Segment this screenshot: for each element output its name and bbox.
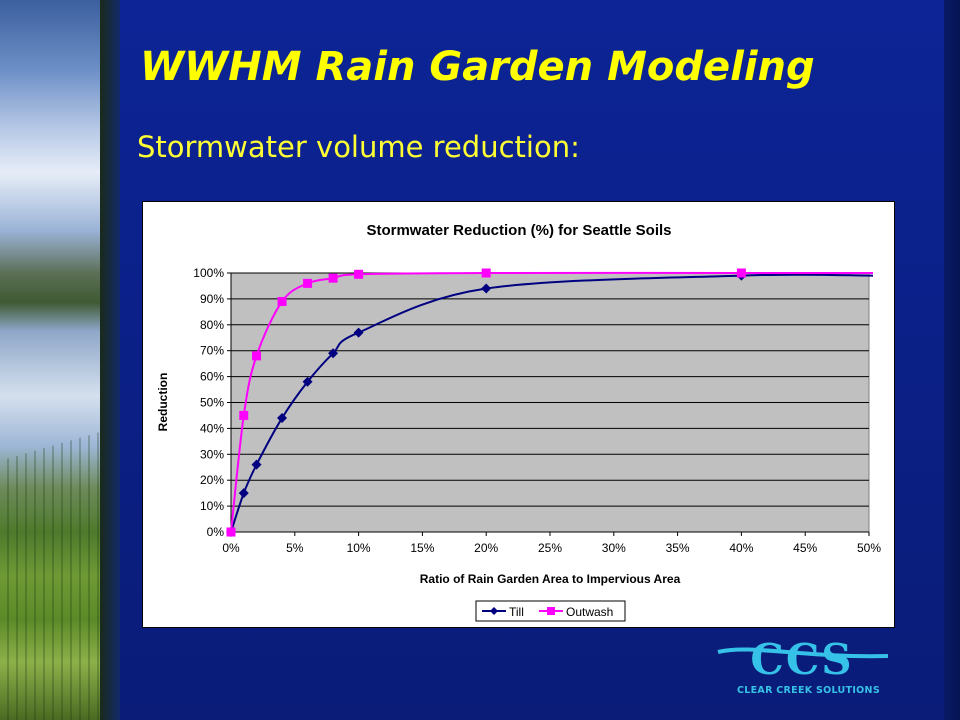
legend-outwash-label: Outwash xyxy=(566,605,613,619)
marker-outwash xyxy=(226,527,236,537)
marker-till xyxy=(251,459,262,470)
y-tick-label: 10% xyxy=(200,499,224,513)
marker-outwash xyxy=(736,268,746,278)
x-tick-label: 20% xyxy=(474,541,498,555)
x-tick-labels: 0% 5% 10% 15% 20% 25% 30% 35% 40% 45% 50% xyxy=(222,541,881,555)
x-tick-label: 45% xyxy=(793,541,817,555)
marker-outwash xyxy=(328,273,338,283)
logo-swoosh xyxy=(717,647,889,659)
y-tick-label: 50% xyxy=(200,396,224,410)
x-axis-label: Ratio of Rain Garden Area to Impervious … xyxy=(420,572,681,586)
x-tick-label: 15% xyxy=(410,541,434,555)
y-tick-label: 40% xyxy=(200,421,224,435)
series-line-till xyxy=(230,273,874,533)
y-tick-label: 90% xyxy=(200,292,224,306)
slide-subtitle: Stormwater volume reduction: xyxy=(137,130,580,164)
marker-outwash xyxy=(239,410,249,420)
chart-container: Stormwater Reduction (%) for Seattle Soi… xyxy=(142,201,895,628)
marker-outwash xyxy=(252,351,262,361)
legend-till-marker xyxy=(490,607,498,615)
x-tick-label: 5% xyxy=(286,541,304,555)
x-tick-label: 25% xyxy=(538,541,562,555)
x-tick-label: 50% xyxy=(857,541,881,555)
marker-outwash xyxy=(303,278,313,288)
logo-caption: CLEAR CREEK SOLUTIONS xyxy=(737,685,880,696)
y-tick-labels: 0% 10% 20% 30% 40% 50% 60% 70% 80% 90% 100% xyxy=(193,266,224,539)
marker-till xyxy=(328,348,339,359)
marker-outwash xyxy=(481,268,491,278)
marker-till xyxy=(353,327,364,338)
ccs-logo: CCS xyxy=(717,635,889,684)
reduction-chart: Stormwater Reduction (%) for Seattle Soi… xyxy=(156,222,881,622)
x-tick-label: 10% xyxy=(347,541,371,555)
marker-till xyxy=(302,376,313,387)
marker-outwash xyxy=(277,296,287,306)
marker-till xyxy=(277,413,288,424)
y-tick-label: 30% xyxy=(200,447,224,461)
marker-till xyxy=(481,283,492,294)
legend-till-label: Till xyxy=(509,605,524,619)
y-tick-label: 0% xyxy=(207,525,225,539)
axes xyxy=(227,272,870,536)
slide-right-edge xyxy=(944,0,960,720)
y-tick-label: 100% xyxy=(193,266,224,280)
marker-till xyxy=(238,488,249,499)
x-tick-label: 35% xyxy=(666,541,690,555)
x-tick-label: 30% xyxy=(602,541,626,555)
series-markers xyxy=(226,268,747,537)
y-tick-label: 60% xyxy=(200,370,224,384)
legend-outwash-marker xyxy=(547,607,555,615)
photo-strip-wetland xyxy=(0,0,100,720)
y-tick-label: 20% xyxy=(200,473,224,487)
x-tick-label: 40% xyxy=(729,541,753,555)
y-axis-label: Reduction xyxy=(156,373,170,432)
y-tick-label: 80% xyxy=(200,318,224,332)
y-tick-label: 70% xyxy=(200,344,224,358)
legend: Till Outwash xyxy=(475,600,626,622)
chart-title: Stormwater Reduction (%) for Seattle Soi… xyxy=(366,222,671,239)
logo-letters: CCS xyxy=(750,635,853,684)
x-tick-label: 0% xyxy=(222,541,240,555)
photo-strip-shadow xyxy=(100,0,120,720)
marker-outwash xyxy=(354,269,364,279)
gridlines xyxy=(231,272,869,507)
slide-title: WWHM Rain Garden Modeling xyxy=(140,44,815,90)
